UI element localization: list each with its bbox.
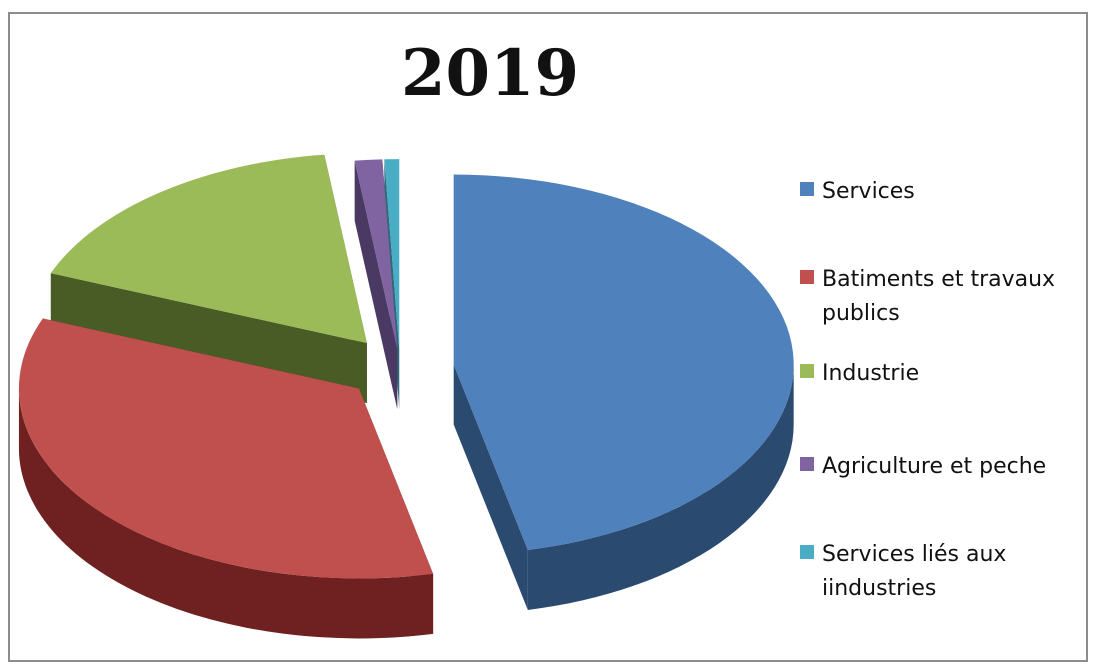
legend-label-services-industries: Services liés aux iindustries [822, 542, 1007, 601]
legend-item-services-industries: Services liés aux iindustries [800, 538, 1092, 606]
pie-slice-industrie-wall-0 [50, 273, 367, 404]
pie-slice-btp [18, 318, 434, 639]
pie-slice-agriculture [354, 159, 398, 410]
legend-item-industrie: Industrie [800, 357, 1092, 391]
pie-slice-industrie [50, 154, 367, 404]
legend-label-btp: Batiments et travaux publics [822, 267, 1056, 326]
pie-slice-services-top [453, 174, 794, 550]
legend-item-services: Services [800, 175, 1092, 209]
pie-slices [18, 154, 794, 639]
pie-slice-services-side [527, 364, 794, 610]
legend-item-btp: Batiments et travaux publics [800, 263, 1092, 331]
chart-title: 2019 [400, 36, 580, 111]
pie-slice-industrie-top [50, 154, 367, 344]
legend-swatch-agriculture [800, 457, 814, 471]
pie-slice-services [453, 174, 794, 610]
legend-swatch-services-industries [800, 545, 814, 559]
legend-label-agriculture: Agriculture et peche [822, 454, 1047, 479]
legend-label-services: Services [822, 179, 915, 204]
pie-slice-agriculture-wall-0 [354, 160, 398, 410]
pie-slice-btp-top [18, 318, 434, 579]
legend-swatch-industrie [800, 364, 814, 378]
legend-swatch-btp [800, 270, 814, 284]
legend-label-industrie: Industrie [822, 361, 920, 386]
legend-swatch-services [800, 182, 814, 196]
pie-slice-btp-side [18, 388, 434, 639]
pie-slice-services-wall-1 [453, 364, 528, 610]
pie-slice-services-industries-top [384, 159, 400, 350]
pie-slice-agriculture-top [354, 159, 398, 350]
legend-item-agriculture: Agriculture et peche [800, 450, 1092, 484]
